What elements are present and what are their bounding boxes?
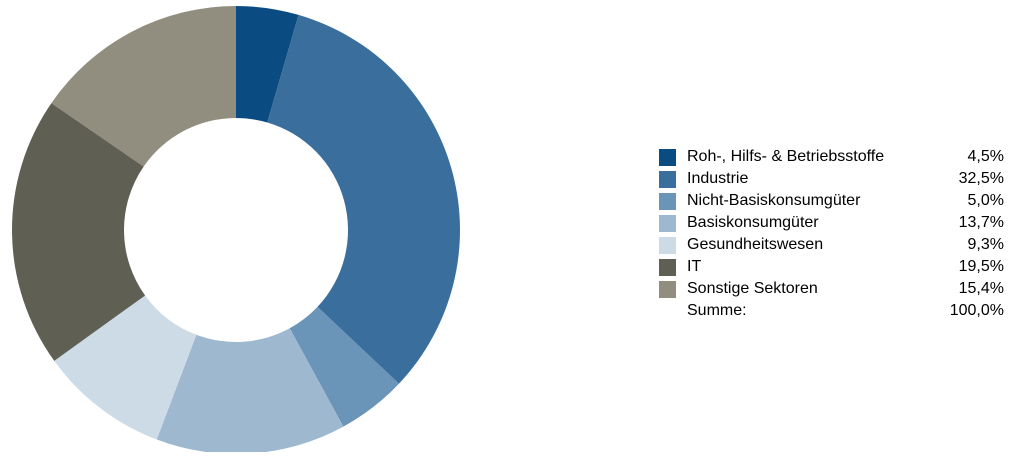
legend-label: IT bbox=[687, 258, 702, 275]
legend-value: 4,5% bbox=[967, 148, 1004, 165]
legend-item-it: IT 19,5% bbox=[659, 256, 1004, 278]
donut-slice-basiskonsumgueter bbox=[156, 328, 344, 454]
legend-total-label: Summe: bbox=[687, 302, 747, 319]
legend-item-roh-hilfs-betriebsstoffe: Roh-, Hilfs- & Betriebsstoffe 4,5% bbox=[659, 146, 1004, 168]
donut-slice-nicht-basiskonsumgueter bbox=[289, 306, 399, 427]
donut-slice-it bbox=[11, 103, 146, 361]
legend-swatch bbox=[659, 280, 676, 298]
legend-value: 32,5% bbox=[958, 170, 1004, 187]
legend-item-gesundheitswesen: Gesundheitswesen 9,3% bbox=[659, 234, 1004, 256]
donut-chart bbox=[0, 0, 480, 454]
legend-item-nicht-basiskonsumgueter: Nicht-Basiskonsumgüter 5,0% bbox=[659, 190, 1004, 212]
donut-slice-roh-hilfs-betriebsstoffe bbox=[236, 6, 299, 123]
legend-item-sonstige-sektoren: Sonstige Sektoren 15,4% bbox=[659, 278, 1004, 300]
legend-swatch bbox=[659, 214, 676, 232]
legend-item-industrie: Industrie 32,5% bbox=[659, 168, 1004, 190]
legend-value: 19,5% bbox=[958, 258, 1004, 275]
legend-label: Gesundheitswesen bbox=[687, 236, 824, 253]
legend-swatch-placeholder bbox=[659, 303, 676, 320]
legend-label: Industrie bbox=[687, 170, 749, 187]
legend-swatch bbox=[659, 148, 676, 166]
legend-value: 15,4% bbox=[958, 280, 1004, 297]
legend-label: Nicht-Basiskonsumgüter bbox=[687, 192, 861, 209]
chart-legend: Roh-, Hilfs- & Betriebsstoffe 4,5% Indus… bbox=[659, 146, 1004, 322]
legend-total-value: 100,0% bbox=[949, 302, 1004, 319]
legend-swatch bbox=[659, 236, 676, 254]
legend-label: Roh-, Hilfs- & Betriebsstoffe bbox=[687, 148, 885, 165]
donut-slice-sonstige-sektoren bbox=[51, 6, 237, 167]
legend-value: 5,0% bbox=[967, 192, 1004, 209]
legend-value: 13,7% bbox=[958, 214, 1004, 231]
legend-swatch bbox=[659, 192, 676, 210]
donut-slice-industrie bbox=[267, 14, 461, 384]
legend-label: Basiskonsumgüter bbox=[687, 214, 819, 231]
donut-chart-svg bbox=[11, 6, 461, 454]
donut-slice-gesundheitswesen bbox=[54, 295, 197, 440]
legend-item-basiskonsumgueter: Basiskonsumgüter 13,7% bbox=[659, 212, 1004, 234]
legend-label: Sonstige Sektoren bbox=[687, 280, 818, 297]
legend-swatch bbox=[659, 170, 676, 188]
legend-swatch bbox=[659, 258, 676, 276]
legend-total-row: Summe: 100,0% bbox=[659, 300, 1004, 322]
legend-value: 9,3% bbox=[967, 236, 1004, 253]
